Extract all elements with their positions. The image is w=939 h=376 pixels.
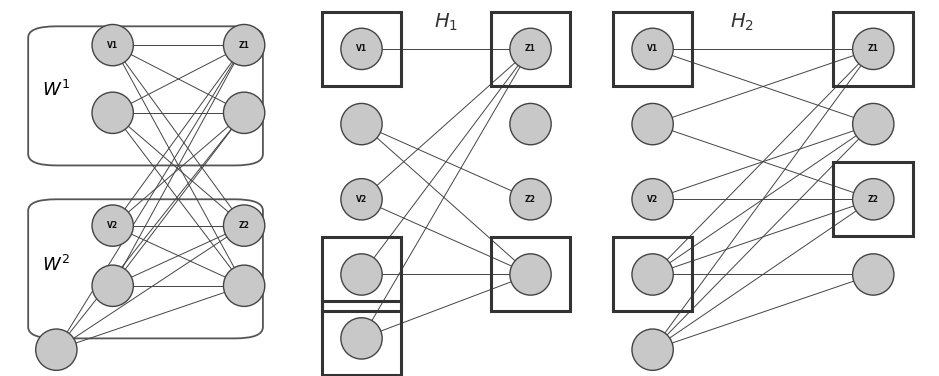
Text: V2: V2 (647, 195, 658, 204)
Bar (322, 302, 401, 375)
Ellipse shape (223, 205, 265, 246)
Ellipse shape (510, 179, 551, 220)
Text: Z2: Z2 (868, 195, 879, 204)
Bar (322, 238, 401, 311)
Ellipse shape (853, 254, 894, 295)
Ellipse shape (632, 179, 673, 220)
Bar (322, 12, 401, 86)
Ellipse shape (853, 103, 894, 145)
Ellipse shape (510, 254, 551, 295)
Ellipse shape (341, 28, 382, 70)
FancyBboxPatch shape (28, 26, 263, 165)
Ellipse shape (223, 92, 265, 133)
Ellipse shape (341, 179, 382, 220)
Ellipse shape (92, 205, 133, 246)
Ellipse shape (341, 254, 382, 295)
FancyBboxPatch shape (28, 199, 263, 338)
Bar (491, 238, 570, 311)
Bar (613, 238, 692, 311)
Ellipse shape (341, 103, 382, 145)
Text: Z1: Z1 (239, 41, 250, 50)
Ellipse shape (92, 92, 133, 133)
Text: $W^2$: $W^2$ (42, 255, 70, 275)
Text: $H_2$: $H_2$ (730, 11, 754, 33)
Ellipse shape (341, 318, 382, 359)
Ellipse shape (632, 329, 673, 370)
Ellipse shape (853, 28, 894, 70)
Ellipse shape (510, 28, 551, 70)
Ellipse shape (632, 28, 673, 70)
Ellipse shape (510, 103, 551, 145)
Ellipse shape (223, 265, 265, 306)
Bar (834, 12, 913, 86)
Ellipse shape (632, 103, 673, 145)
Ellipse shape (223, 24, 265, 66)
Text: V1: V1 (107, 41, 118, 50)
Ellipse shape (853, 179, 894, 220)
Text: $W^1$: $W^1$ (42, 80, 70, 100)
Bar (613, 12, 692, 86)
Bar (834, 162, 913, 236)
Text: Z2: Z2 (239, 221, 250, 230)
Ellipse shape (92, 265, 133, 306)
Text: V1: V1 (647, 44, 658, 53)
Ellipse shape (632, 254, 673, 295)
Text: Z1: Z1 (868, 44, 879, 53)
Text: V2: V2 (107, 221, 118, 230)
Bar (491, 12, 570, 86)
Text: V1: V1 (356, 44, 367, 53)
Ellipse shape (36, 329, 77, 370)
Text: V2: V2 (356, 195, 367, 204)
Text: $H_1$: $H_1$ (434, 11, 458, 33)
Text: Z2: Z2 (525, 195, 536, 204)
Ellipse shape (92, 24, 133, 66)
Text: Z1: Z1 (525, 44, 536, 53)
